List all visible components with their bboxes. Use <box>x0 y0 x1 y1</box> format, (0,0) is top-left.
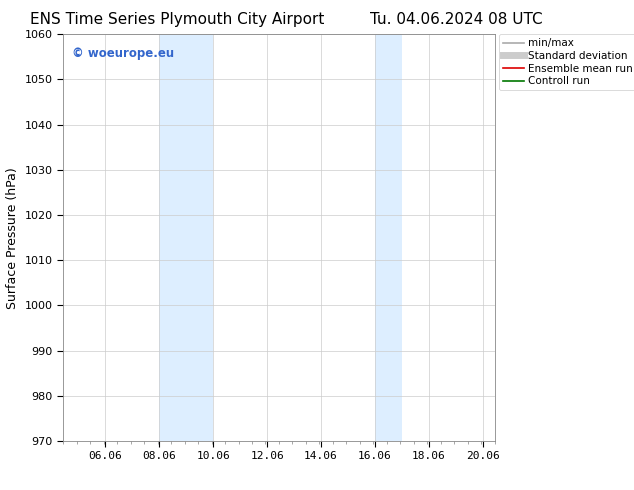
Text: ENS Time Series Plymouth City Airport: ENS Time Series Plymouth City Airport <box>30 12 325 27</box>
Legend: min/max, Standard deviation, Ensemble mean run, Controll run: min/max, Standard deviation, Ensemble me… <box>499 34 634 91</box>
Text: Tu. 04.06.2024 08 UTC: Tu. 04.06.2024 08 UTC <box>370 12 543 27</box>
Y-axis label: Surface Pressure (hPa): Surface Pressure (hPa) <box>6 167 19 309</box>
Text: © woeurope.eu: © woeurope.eu <box>72 47 174 59</box>
Bar <box>375 34 402 441</box>
Bar <box>159 34 213 441</box>
